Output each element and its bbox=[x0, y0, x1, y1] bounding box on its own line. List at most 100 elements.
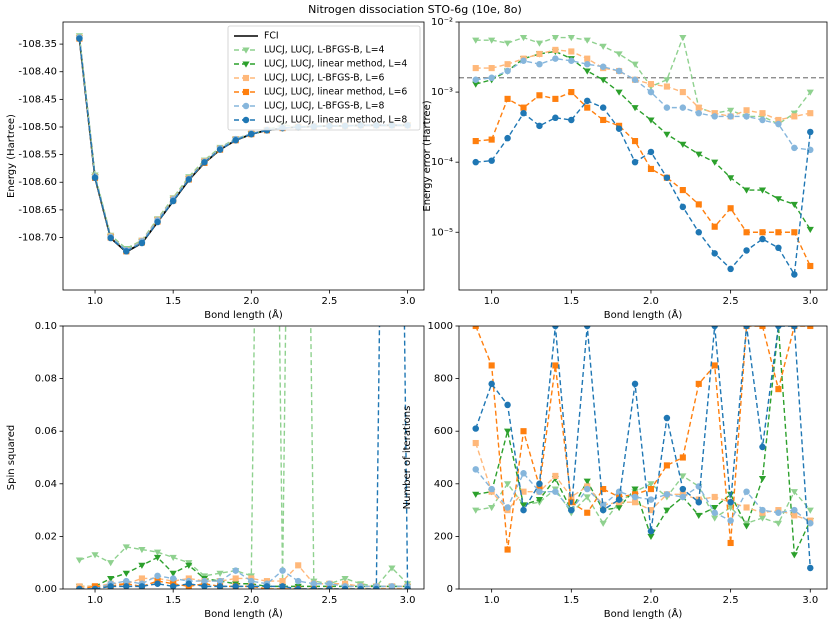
data-point bbox=[663, 104, 671, 111]
data-point bbox=[520, 104, 527, 111]
series-line bbox=[475, 474, 811, 525]
data-point bbox=[568, 506, 575, 514]
legend: FCI LUCJ, LUCJ, L-BFGS-B, L=4 LUCJ, LUCJ, … bbox=[227, 25, 421, 131]
data-point bbox=[185, 562, 193, 569]
data-point bbox=[663, 414, 671, 422]
data-point bbox=[742, 187, 751, 194]
data-point bbox=[472, 76, 479, 83]
data-point bbox=[91, 174, 99, 182]
x-tick-label: 1.5 bbox=[563, 296, 579, 307]
legend-label: LUCJ, LUCJ, linear method, L=4 bbox=[264, 59, 407, 70]
data-point bbox=[775, 326, 782, 330]
data-point bbox=[584, 509, 591, 516]
data-point bbox=[310, 580, 318, 587]
data-point bbox=[790, 201, 798, 208]
series-line bbox=[475, 442, 811, 522]
data-point bbox=[138, 239, 146, 247]
y-axis-label: Energy error (Hartree) bbox=[422, 100, 433, 211]
data-point bbox=[759, 229, 766, 236]
data-point bbox=[584, 485, 591, 493]
data-point bbox=[759, 110, 766, 117]
axes: 1.0 1.5 2.0 2.5 3.0 -108.70 -108.65 -108.60 -108… bbox=[6, 21, 425, 321]
legend-label: FCI bbox=[264, 31, 279, 42]
legend-marker bbox=[242, 88, 250, 96]
data-point bbox=[154, 218, 161, 226]
data-point bbox=[743, 107, 750, 114]
data-point bbox=[294, 585, 302, 589]
data-point bbox=[519, 502, 528, 509]
data-point bbox=[743, 326, 750, 330]
data-point bbox=[232, 575, 239, 582]
data-point bbox=[807, 564, 814, 572]
data-point bbox=[341, 585, 349, 589]
data-point bbox=[599, 77, 607, 84]
data-point bbox=[615, 125, 623, 132]
data-point bbox=[568, 89, 575, 96]
x-tick-label: 1.0 bbox=[484, 296, 500, 307]
data-point bbox=[504, 504, 511, 511]
data-point bbox=[552, 95, 559, 102]
data-point bbox=[357, 585, 364, 589]
data-point bbox=[600, 116, 607, 124]
data-point bbox=[536, 122, 543, 130]
data-point bbox=[647, 117, 655, 124]
data-point bbox=[647, 527, 655, 535]
data-point bbox=[504, 95, 511, 102]
data-point bbox=[663, 507, 671, 514]
data-point bbox=[743, 504, 750, 511]
data-point bbox=[472, 37, 480, 44]
data-point bbox=[679, 485, 687, 493]
data-point bbox=[488, 37, 496, 44]
data-point bbox=[552, 326, 559, 330]
data-point bbox=[536, 60, 543, 68]
data-point bbox=[138, 583, 146, 589]
data-point bbox=[615, 89, 623, 96]
data-point bbox=[568, 116, 575, 124]
data-point bbox=[727, 539, 734, 547]
data-point bbox=[775, 244, 782, 252]
series-line bbox=[79, 556, 408, 588]
legend-marker bbox=[242, 47, 250, 54]
legend-marker bbox=[242, 102, 250, 110]
series-line bbox=[475, 35, 811, 125]
data-point bbox=[583, 478, 591, 485]
data-point bbox=[520, 488, 527, 495]
data-point bbox=[679, 89, 686, 96]
data-point bbox=[552, 55, 559, 62]
data-point bbox=[373, 585, 380, 589]
data-point bbox=[503, 40, 512, 47]
data-point bbox=[807, 520, 814, 527]
y-tick-label: 0.08 bbox=[35, 374, 57, 385]
plot-area bbox=[75, 326, 412, 589]
legend-label: LUCJ, LUCJ, L-BFGS-B, L=8 bbox=[264, 101, 384, 112]
data-point bbox=[504, 546, 511, 553]
data-point bbox=[472, 491, 480, 498]
x-tick-label: 2.0 bbox=[643, 595, 659, 606]
data-point bbox=[647, 507, 655, 514]
data-point bbox=[663, 491, 671, 498]
data-point bbox=[758, 476, 767, 483]
series-line bbox=[79, 326, 409, 588]
data-point bbox=[758, 187, 767, 194]
x-tick-label: 2.5 bbox=[723, 296, 739, 307]
data-point bbox=[169, 197, 177, 205]
data-point bbox=[600, 486, 607, 493]
data-point bbox=[775, 509, 782, 516]
data-point bbox=[758, 515, 767, 522]
data-point bbox=[727, 517, 734, 524]
data-point bbox=[76, 585, 83, 589]
y-tick-label: 1000 bbox=[428, 321, 453, 332]
data-point bbox=[520, 470, 527, 477]
data-point bbox=[123, 577, 130, 585]
data-point bbox=[568, 57, 575, 64]
data-point bbox=[552, 488, 559, 495]
data-point bbox=[279, 583, 286, 589]
y-tick-label: 200 bbox=[434, 531, 453, 542]
data-point bbox=[552, 46, 559, 53]
data-point bbox=[584, 104, 591, 111]
data-point bbox=[791, 113, 798, 120]
data-point bbox=[584, 326, 591, 330]
data-point bbox=[711, 326, 718, 330]
y-axis-label: Energy (Hartree) bbox=[6, 114, 17, 198]
data-point bbox=[138, 547, 146, 554]
